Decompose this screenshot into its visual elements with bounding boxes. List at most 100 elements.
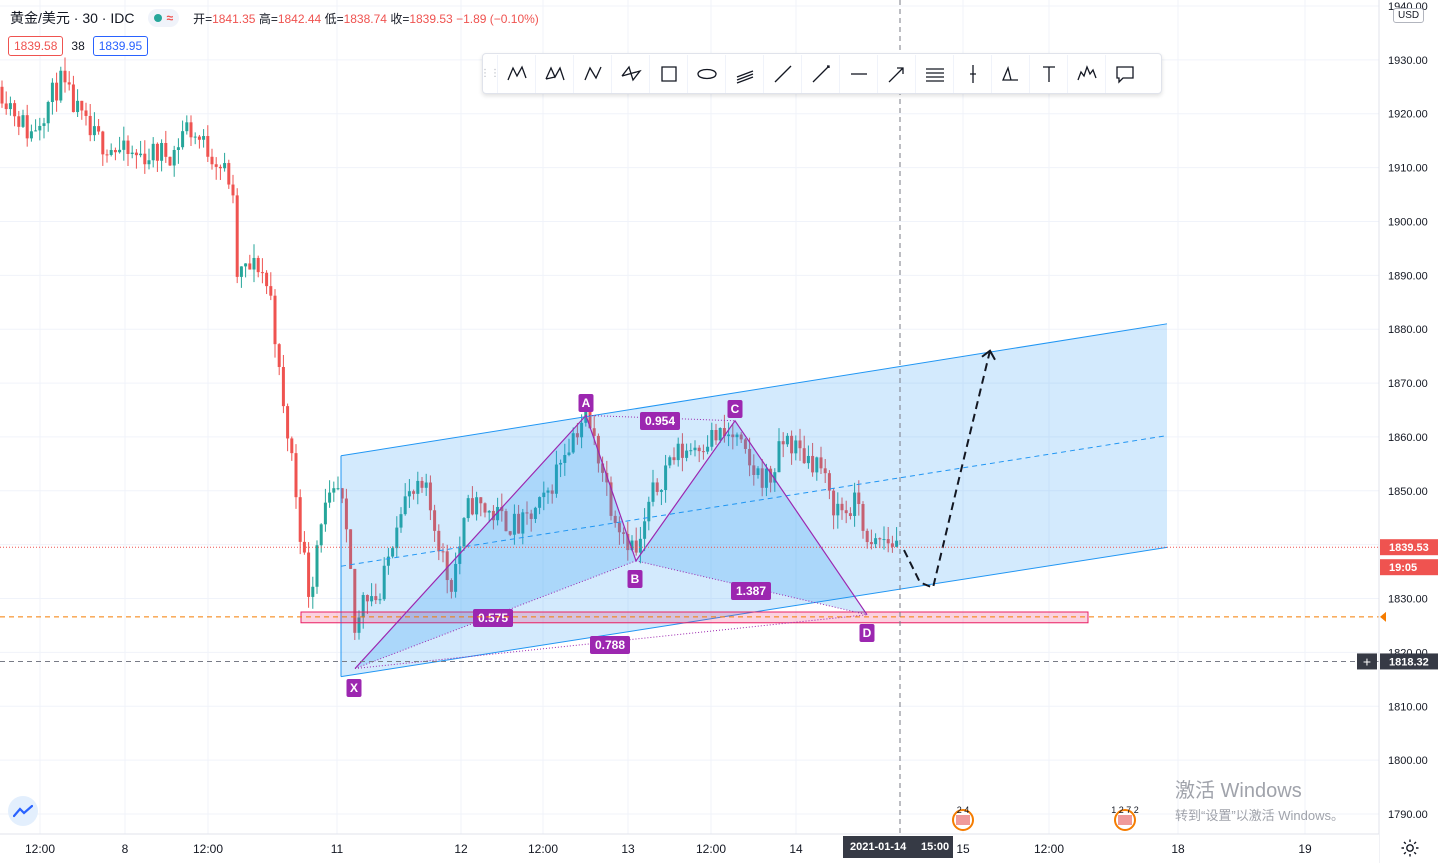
- candle-body: [332, 488, 336, 493]
- candle-body: [134, 152, 138, 156]
- flag-icon: [1118, 815, 1132, 825]
- candle-body: [500, 506, 504, 512]
- candle-body: [710, 430, 714, 447]
- vertical-line-tool-button[interactable]: [953, 54, 991, 93]
- candle-body: [525, 512, 529, 514]
- tradingview-logo[interactable]: [8, 796, 38, 826]
- candle-body: [575, 433, 579, 438]
- arrow-tool-button[interactable]: [877, 54, 915, 93]
- pattern-ratio-label-bg: [590, 636, 630, 654]
- candle-body: [168, 156, 172, 166]
- candle-body: [382, 565, 386, 600]
- time-tick-label: 12:00: [25, 842, 55, 856]
- xab-triangle: [355, 415, 636, 669]
- settings-gear-icon[interactable]: [1400, 838, 1420, 858]
- pattern-point-a-text: A: [582, 396, 591, 410]
- pattern-point-d-bg: [859, 624, 875, 642]
- pattern-point-b-bg: [627, 570, 643, 588]
- price-tick-label: 1800.00: [1388, 755, 1428, 767]
- market-status[interactable]: ≈: [148, 9, 180, 27]
- candle-body: [827, 473, 831, 491]
- candle-body: [727, 434, 731, 437]
- candle-body: [592, 428, 596, 436]
- candle-body: [315, 545, 319, 587]
- xabcd-pattern-tool-button[interactable]: [497, 54, 535, 93]
- callout-tool-button[interactable]: [1105, 54, 1143, 93]
- time-tick-label: 8: [122, 842, 129, 856]
- candle-body: [139, 153, 143, 156]
- candle-body: [437, 530, 441, 552]
- head-shoulders-icon: [1001, 65, 1018, 81]
- parallel-channel-icon: [925, 67, 944, 82]
- pattern-point-a-bg: [578, 394, 594, 412]
- sell-price-button[interactable]: 1839.58: [8, 36, 64, 56]
- candle-body: [227, 163, 231, 185]
- horizontal-line-tool-button[interactable]: [839, 54, 877, 93]
- candle-body: [407, 491, 411, 497]
- channel-middle-line: [340, 435, 1168, 567]
- candle-body: [895, 540, 899, 547]
- candle-body: [130, 152, 134, 154]
- fib-channel-tool-button[interactable]: [725, 54, 763, 93]
- candle-body: [374, 596, 378, 601]
- high-value: 1842.44: [277, 11, 322, 26]
- pattern-ratio-label: 0.575: [473, 609, 513, 627]
- elliott-wave-tool-button[interactable]: [1067, 54, 1105, 93]
- price-tick-label: 1920.00: [1388, 109, 1428, 121]
- candle-body: [328, 492, 332, 503]
- candles: [0, 57, 899, 640]
- price-tick-label: 1910.00: [1388, 163, 1428, 175]
- candle-body: [378, 599, 382, 601]
- currency-badge[interactable]: USD: [1393, 8, 1425, 23]
- candle-body: [571, 433, 575, 453]
- candle-body: [844, 510, 848, 514]
- candle-body: [823, 468, 827, 474]
- time-tick-label: 11: [331, 842, 344, 856]
- ray-tool-button[interactable]: [801, 54, 839, 93]
- pattern-point-b: B: [627, 570, 643, 588]
- candle-body: [172, 149, 176, 166]
- triangle-pattern-tool-button[interactable]: [611, 54, 649, 93]
- candle-body: [458, 546, 462, 564]
- projection-path: [903, 350, 991, 590]
- candle-body: [349, 529, 353, 569]
- candle-body: [806, 455, 810, 464]
- candle-body: [706, 446, 710, 452]
- candle-body: [764, 468, 768, 488]
- symbol-title[interactable]: 黄金/美元 · 30 · IDC: [10, 10, 135, 26]
- pattern-ratio-line: [585, 414, 736, 422]
- text-tool-button[interactable]: [1029, 54, 1067, 93]
- channel-upper-line: [340, 323, 1168, 457]
- candle-body: [466, 498, 470, 519]
- low-value: 1838.74: [343, 11, 387, 26]
- parallel-channel-tool-button[interactable]: [915, 54, 953, 93]
- ellipse-tool-button[interactable]: [687, 54, 725, 93]
- candle-body: [97, 126, 101, 132]
- buy-price-button[interactable]: 1839.95: [92, 36, 149, 56]
- pattern-point-d-text: D: [863, 626, 872, 640]
- pattern-point-a: A: [578, 394, 594, 412]
- candle-body: [218, 166, 222, 169]
- trend-line-tool-button[interactable]: [763, 54, 801, 93]
- head-shoulders-tool-button[interactable]: [991, 54, 1029, 93]
- cypher-pattern-tool-button[interactable]: [535, 54, 573, 93]
- candle-body: [151, 143, 155, 161]
- pattern-point-x-bg: [346, 679, 362, 697]
- rectangle-tool-button[interactable]: [649, 54, 687, 93]
- candle-body: [353, 568, 357, 633]
- candle-body: [886, 539, 890, 544]
- abcd-pattern-tool-button[interactable]: [573, 54, 611, 93]
- price-axis-bg: [1379, 0, 1439, 863]
- candle-body: [853, 492, 857, 516]
- candle-body: [857, 492, 861, 505]
- pattern-ratio-label: 0.788: [590, 636, 630, 654]
- candle-body: [689, 450, 693, 452]
- candle-body: [307, 552, 311, 597]
- candle-body: [739, 434, 743, 440]
- toolbar-drag-handle[interactable]: ⋮⋮: [480, 68, 500, 79]
- candle-body: [512, 513, 516, 535]
- candle-body: [118, 149, 122, 153]
- abcd-pattern-icon: [583, 66, 602, 80]
- candle-body: [634, 540, 638, 553]
